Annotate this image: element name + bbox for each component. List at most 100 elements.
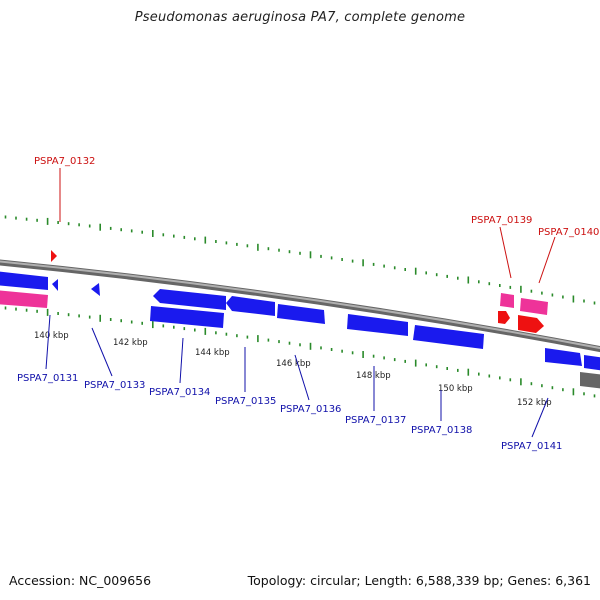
inner-track-tick bbox=[141, 321, 143, 325]
outer-track-tick bbox=[130, 229, 133, 233]
outer-dotted-track bbox=[4, 215, 596, 305]
inner-track-tick bbox=[236, 334, 238, 338]
leader-line-0141 bbox=[531, 397, 549, 438]
scale-label-144: 144 kbp bbox=[195, 348, 230, 358]
inner-track-tick bbox=[593, 394, 596, 398]
gene-label-0132: PSPA7_0132 bbox=[34, 156, 95, 167]
gene-features bbox=[0, 250, 600, 371]
pink-feature-left bbox=[0, 290, 48, 308]
outer-track-tick bbox=[152, 230, 154, 237]
outer-track-tick bbox=[288, 250, 291, 254]
scale-label-148: 148 kbp bbox=[356, 371, 391, 381]
inner-track-tick bbox=[351, 351, 354, 355]
outer-track-tick bbox=[583, 299, 585, 303]
outer-track-tick bbox=[257, 243, 259, 251]
scale-label-140: 140 kbp bbox=[34, 331, 69, 341]
scale-label-152: 152 kbp bbox=[517, 398, 552, 408]
inner-track-tick bbox=[152, 321, 154, 329]
inner-track-tick bbox=[162, 324, 165, 328]
gene-arrow-0135 bbox=[226, 296, 275, 316]
outer-track-tick bbox=[225, 241, 228, 245]
outer-track-tick bbox=[215, 240, 217, 243]
gene-labels-top: PSPA7_0132 PSPA7_0139 PSPA7_0140 bbox=[34, 156, 599, 238]
outer-track-tick bbox=[572, 295, 575, 303]
scale-label-142: 142 kbp bbox=[113, 338, 148, 348]
leader-line-0140 bbox=[538, 236, 556, 284]
outer-track-tick bbox=[309, 251, 312, 259]
gene-label-0140: PSPA7_0140 bbox=[538, 227, 599, 238]
footer-stats: Topology: circular; Length: 6,588,339 bp… bbox=[247, 573, 591, 588]
outer-track-tick bbox=[530, 289, 533, 293]
gene-label-0138: PSPA7_0138 bbox=[411, 425, 472, 436]
red-feature-0140 bbox=[518, 315, 544, 333]
inner-track-tick bbox=[414, 359, 417, 367]
inner-track-tick bbox=[393, 358, 396, 362]
outer-track-tick bbox=[57, 221, 59, 224]
inner-track-tick bbox=[383, 356, 385, 360]
backbone-segment-dark bbox=[580, 372, 600, 389]
outer-track-tick bbox=[467, 276, 470, 284]
leader-line-0136 bbox=[294, 354, 310, 401]
inner-track-tick bbox=[488, 374, 491, 378]
leader-line-0133 bbox=[91, 327, 113, 377]
outer-track-tick bbox=[78, 223, 80, 227]
gene-arrow-0131-small bbox=[52, 279, 58, 291]
pink-feature-0139 bbox=[500, 293, 514, 308]
inner-track-tick bbox=[15, 307, 17, 311]
inner-track-tick bbox=[320, 346, 322, 350]
outer-track-tick bbox=[194, 237, 196, 241]
inner-track-tick bbox=[88, 315, 91, 319]
outer-track-tick bbox=[173, 234, 175, 238]
outer-track-tick bbox=[4, 215, 7, 219]
inner-track-tick bbox=[446, 367, 448, 370]
inner-track-tick bbox=[78, 314, 80, 318]
gene-arrow-0141 bbox=[545, 348, 582, 366]
outer-track-tick bbox=[541, 291, 543, 295]
footer-accession: Accession: NC_009656 bbox=[9, 573, 152, 588]
outer-track-tick bbox=[446, 274, 448, 278]
outer-track-tick bbox=[183, 235, 186, 239]
leader-lines-top bbox=[59, 168, 556, 284]
outer-track-tick bbox=[320, 254, 322, 258]
gene-arrow-0138 bbox=[413, 325, 484, 349]
leader-line-0134 bbox=[179, 337, 184, 384]
leader-line-0131 bbox=[45, 314, 51, 370]
outer-track-tick bbox=[120, 228, 122, 232]
inner-track-tick bbox=[67, 313, 70, 317]
outer-track-tick bbox=[15, 216, 17, 220]
outer-track-tick bbox=[393, 266, 396, 270]
outer-track-tick bbox=[278, 248, 280, 252]
gene-arrow-0132 bbox=[51, 250, 57, 262]
outer-track-tick bbox=[141, 230, 143, 234]
red-feature-0139 bbox=[498, 311, 510, 324]
inner-track-tick bbox=[36, 309, 38, 313]
scale-labels: 140 kbp 142 kbp 144 kbp 146 kbp 148 kbp … bbox=[34, 331, 552, 408]
inner-track-tick bbox=[299, 343, 301, 347]
outer-track-tick bbox=[330, 256, 333, 260]
inner-track-tick bbox=[341, 349, 343, 353]
inner-track-tick bbox=[425, 363, 427, 367]
gene-label-0139: PSPA7_0139 bbox=[471, 215, 532, 226]
inner-track-tick bbox=[130, 320, 133, 324]
gene-label-0135: PSPA7_0135 bbox=[215, 396, 276, 407]
outer-track-tick bbox=[246, 244, 249, 248]
outer-track-tick bbox=[435, 273, 438, 277]
outer-track-tick bbox=[341, 258, 343, 261]
outer-track-tick bbox=[36, 218, 38, 222]
gene-arrow-0131 bbox=[0, 271, 48, 290]
inner-track-tick bbox=[362, 351, 364, 358]
outer-track-tick bbox=[404, 268, 406, 271]
outer-track-tick bbox=[383, 264, 385, 268]
gene-label-0134: PSPA7_0134 bbox=[149, 387, 210, 398]
inner-track-tick bbox=[372, 354, 375, 358]
outer-track-tick bbox=[488, 282, 491, 286]
pink-feature-0140 bbox=[520, 298, 548, 315]
outer-track-tick bbox=[499, 284, 501, 287]
inner-track-tick bbox=[173, 325, 175, 329]
outer-track-tick bbox=[425, 271, 427, 275]
gene-arrow-0134a bbox=[153, 289, 226, 310]
inner-track-tick bbox=[520, 378, 522, 386]
inner-track-tick bbox=[288, 341, 291, 345]
inner-track-tick bbox=[457, 368, 459, 372]
